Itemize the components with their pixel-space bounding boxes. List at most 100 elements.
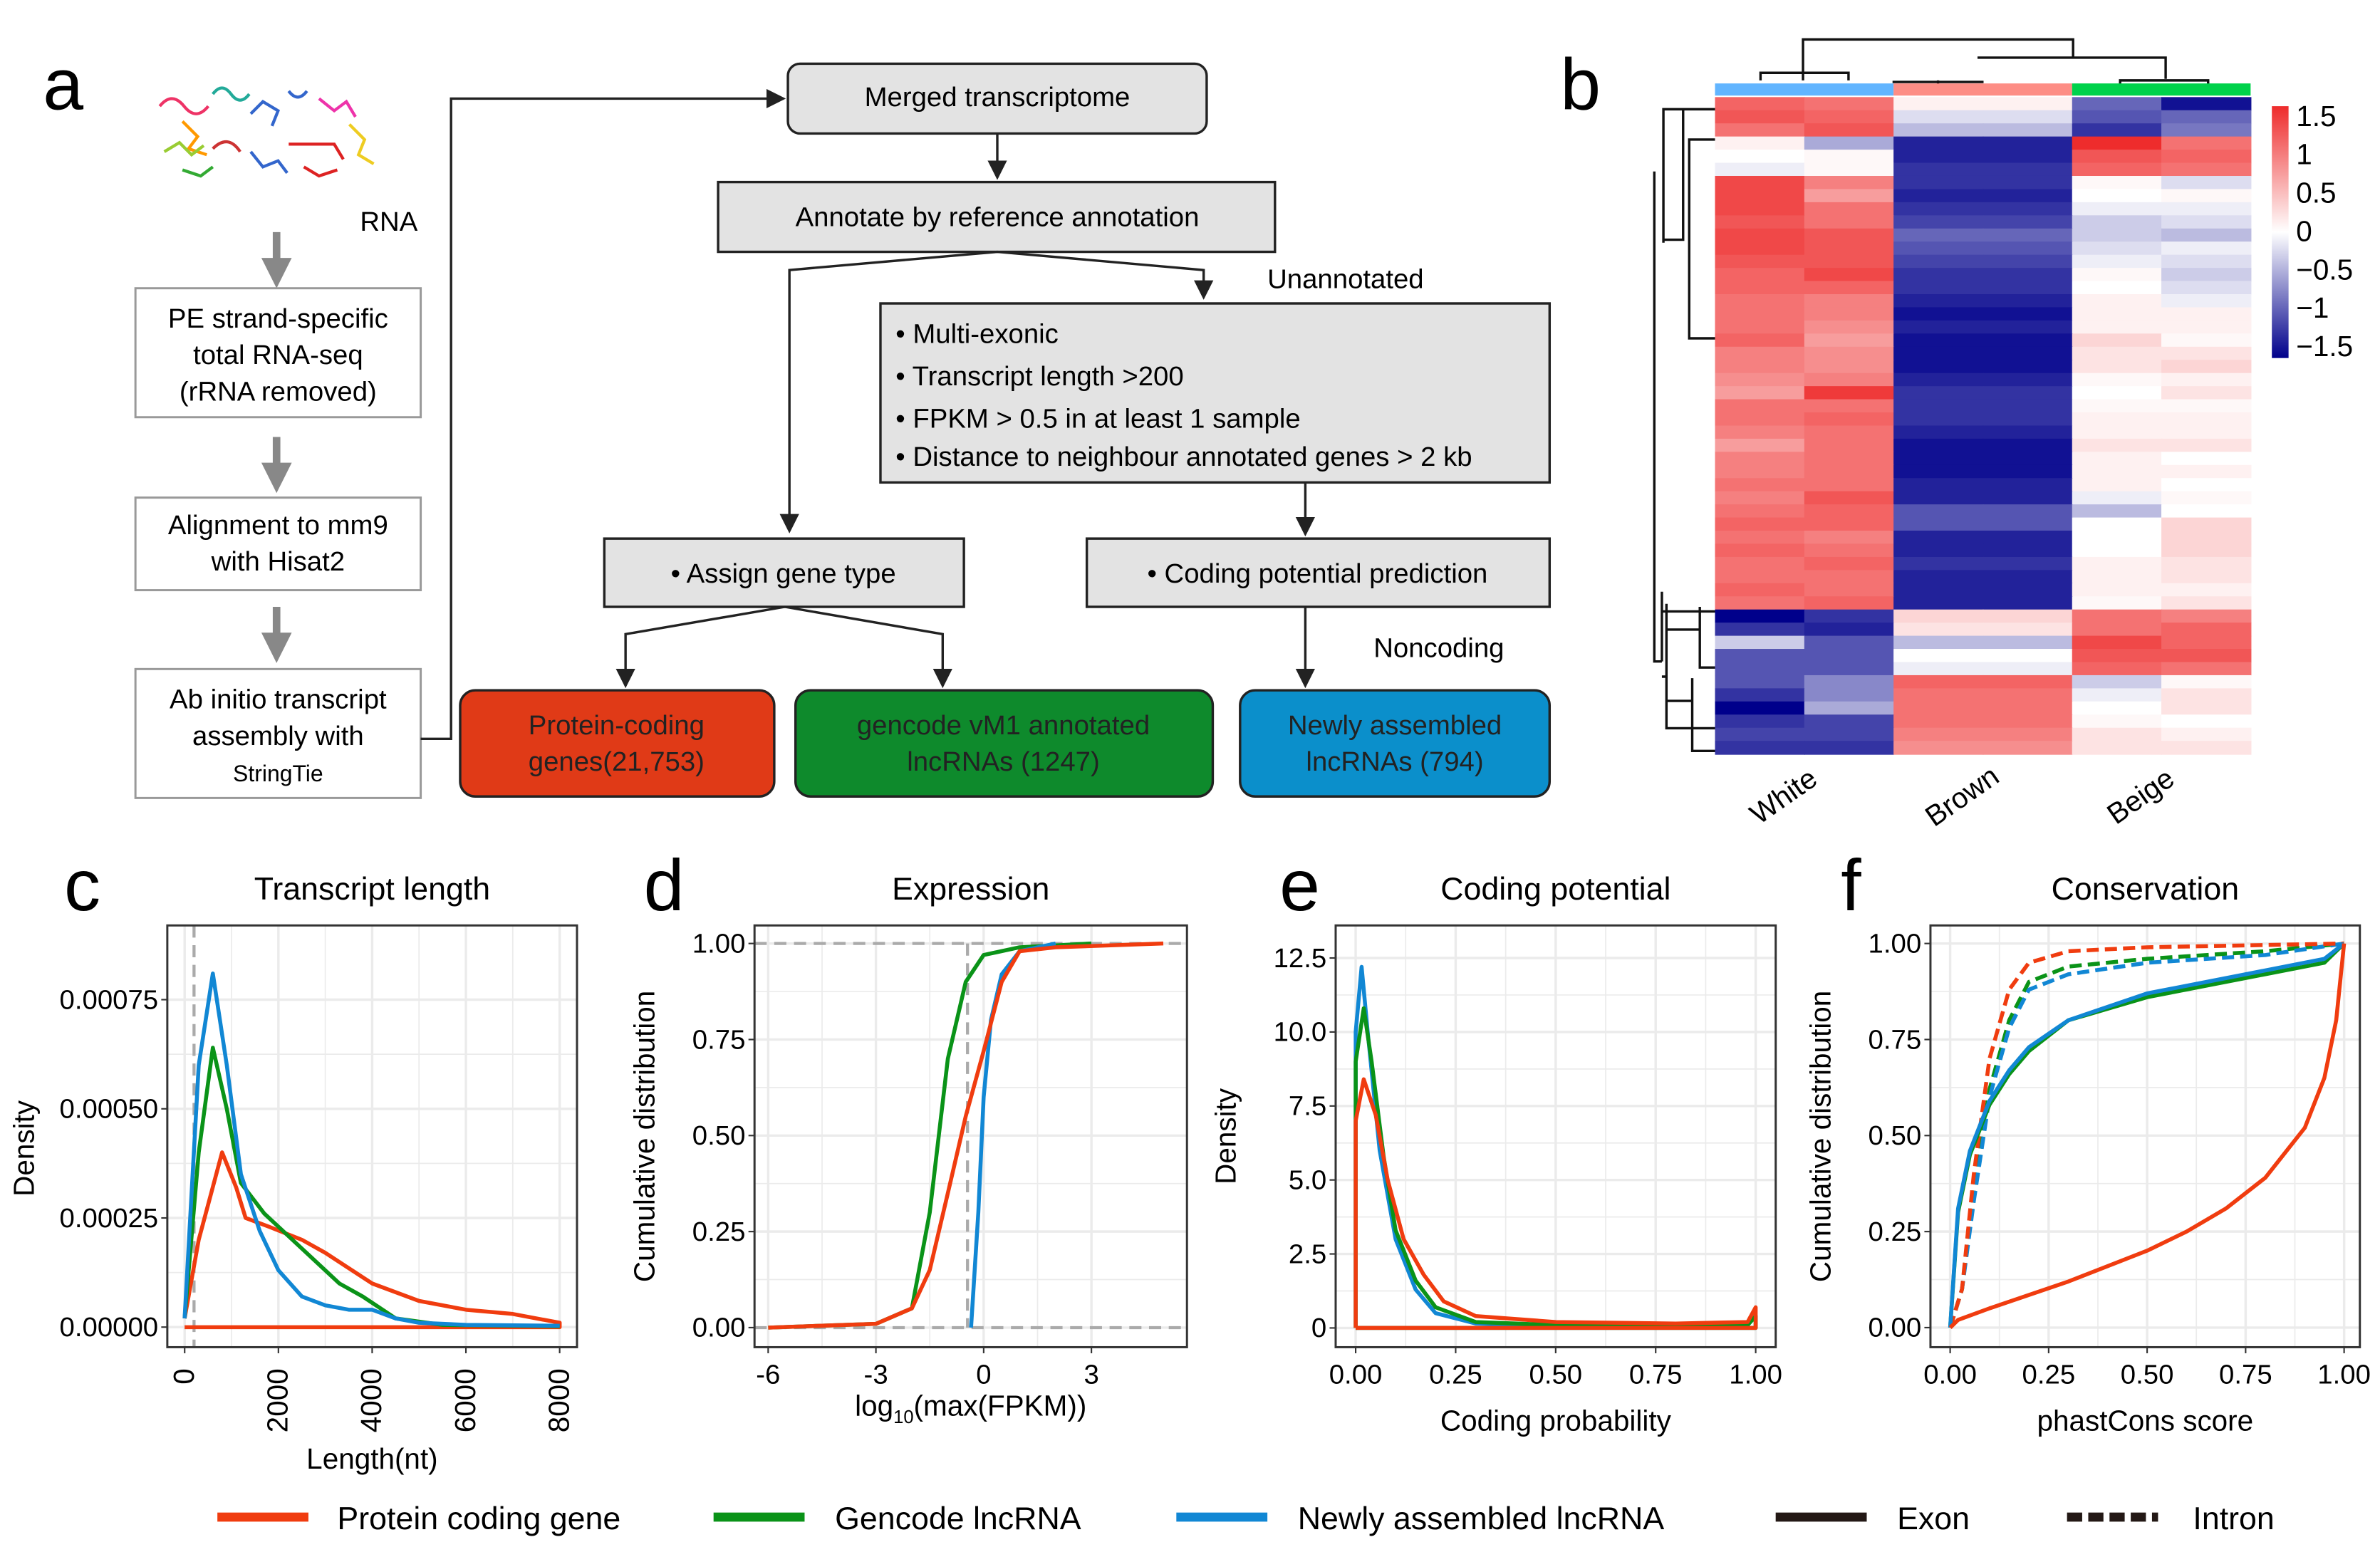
- x-tick-label: 8000: [542, 1368, 575, 1432]
- heatmap-cell: [1893, 649, 1984, 663]
- heatmap-cell: [2072, 570, 2163, 584]
- heatmap-cell: [1715, 150, 1805, 164]
- chart-title: Expression: [892, 872, 1049, 907]
- heatmap-cell: [1893, 412, 1984, 427]
- heatmap-cell: [1893, 727, 1984, 742]
- heatmap-cell: [2161, 478, 2252, 492]
- heatmap-cell: [1804, 175, 1895, 190]
- heatmap-cell: [1893, 281, 1984, 296]
- heatmap-cell: [1983, 714, 2073, 729]
- noncoding-label: Noncoding: [1373, 632, 1504, 663]
- heatmap-cell: [1804, 517, 1895, 532]
- gencode-lncrna-box: [794, 689, 1215, 798]
- annotate-text: Annotate by reference annotation: [796, 202, 1200, 232]
- heatmap-cell: [2072, 662, 2163, 677]
- heatmap-cell: [2161, 136, 2252, 151]
- heatmap-cell: [2161, 531, 2252, 545]
- heatmap-cell: [2072, 517, 2163, 532]
- heatmap-cell: [1804, 346, 1895, 361]
- color-scale-bar: [2272, 106, 2289, 358]
- heatmap-cells: [1715, 97, 2252, 755]
- heatmap-cell: [2072, 675, 2163, 689]
- heatmap-cell: [1804, 307, 1895, 321]
- heatmap-cell: [1804, 649, 1895, 663]
- heatmap-cell: [2161, 438, 2252, 453]
- heatmap-cell: [1893, 175, 1984, 190]
- heatmap-cell: [2072, 281, 2163, 296]
- heatmap-cell: [1715, 623, 1805, 637]
- step-rnaseq-box: [134, 287, 422, 419]
- heatmap-cell: [2072, 346, 2163, 361]
- heatmap-cell: [1893, 701, 1984, 716]
- heatmap-cell: [1983, 452, 2073, 466]
- legend-label: Exon: [1897, 1501, 1970, 1536]
- criteria-item: • Transcript length >200: [895, 361, 1183, 392]
- heatmap-cell: [1715, 609, 1805, 624]
- column-dendrogram: [1759, 38, 2210, 88]
- step-text: StringTie: [233, 761, 323, 786]
- heatmap-cell: [1804, 294, 1895, 308]
- heatmap-cell: [1715, 228, 1805, 243]
- heatmap-cell: [1715, 464, 1805, 479]
- series-line-protein-coding-gene: [182, 1150, 562, 1330]
- heatmap-cell: [1715, 635, 1805, 650]
- heatmap-cell: [1983, 399, 2073, 414]
- criteria-box: [879, 302, 1552, 484]
- heatmap-cell: [1893, 202, 1984, 217]
- heatmap-cell: [2072, 360, 2163, 374]
- series-line-newly-assembled-lncrna: [182, 972, 560, 1328]
- heatmap-cell: [1893, 97, 1984, 111]
- heatmap-cell: [1893, 241, 1984, 256]
- gencode-box-text: gencode vM1 annotated: [857, 710, 1150, 741]
- y-tick-label: 12.5: [1274, 943, 1327, 974]
- expression-chart: -6 -3 0 3 0.00 0.25 0.50 0.75 1.00 Expression Cumu…: [628, 872, 1188, 1427]
- step-text: PE strand-specific: [168, 303, 388, 334]
- x-tick-label: 3: [1084, 1360, 1098, 1390]
- chart-title: Transcript length: [254, 872, 490, 907]
- heatmap-cell: [1983, 662, 2073, 677]
- heatmap-cell: [1893, 110, 1984, 125]
- heatmap-cell: [2161, 307, 2252, 321]
- heatmap-cell: [1983, 635, 2073, 650]
- heatmap-cell: [1983, 727, 2073, 742]
- coding-potential-chart: 0.00 0.25 0.50 0.75 1.00 0 2.5 5.0 7.5 10.0 12.5 Co…: [1209, 872, 1782, 1437]
- x-tick-label: 0.25: [2022, 1360, 2076, 1390]
- heatmap-cell: [2161, 399, 2252, 414]
- y-tick-label: 0.75: [1869, 1024, 1922, 1055]
- heatmap-cell: [1715, 360, 1805, 374]
- heatmap-cell: [2072, 241, 2163, 256]
- group-color-bar: [1715, 83, 2251, 96]
- heatmap-cell: [1804, 373, 1895, 387]
- y-tick-label: 0.75: [692, 1024, 746, 1055]
- heatmap-cell: [1983, 491, 2073, 506]
- connector-arrow: [615, 605, 786, 689]
- heatmap-cell: [2161, 609, 2252, 624]
- series-line-protein-coding-gene-exon: [1948, 943, 2347, 1329]
- newly-box-text: Newly assembled: [1288, 710, 1502, 741]
- heatmap-cell: [1983, 254, 2073, 269]
- heatmap-cell: [1983, 543, 2073, 558]
- heatmap-cell: [1893, 517, 1984, 532]
- heatmap-cell: [1715, 662, 1805, 677]
- color-scale-tick: −0.5: [2296, 253, 2353, 286]
- y-tick-label: 0.25: [692, 1217, 746, 1247]
- heatmap-cell: [1715, 294, 1805, 308]
- heatmap-cell: [1715, 202, 1805, 217]
- criteria-item: • Multi-exonic: [895, 318, 1059, 349]
- heatmap-cell: [2161, 162, 2252, 177]
- legend-label: Protein coding gene: [337, 1501, 620, 1536]
- heatmap-cell: [1893, 543, 1984, 558]
- x-tick-label: 6000: [449, 1368, 482, 1432]
- heatmap-cell: [1893, 504, 1984, 519]
- series-line-protein-coding-gene: [768, 941, 1164, 1330]
- step-text: Ab initio transcript: [170, 684, 387, 715]
- heatmap-cell: [1715, 688, 1805, 702]
- heatmap-cell: [1804, 425, 1895, 439]
- y-axis-label: Density: [7, 1100, 40, 1197]
- heatmap-cell: [1715, 727, 1805, 742]
- heatmap-cell: [1804, 360, 1895, 374]
- heatmap-cell: [1804, 635, 1895, 650]
- step-text: assembly with: [192, 721, 364, 751]
- heatmap-cell: [2161, 688, 2252, 702]
